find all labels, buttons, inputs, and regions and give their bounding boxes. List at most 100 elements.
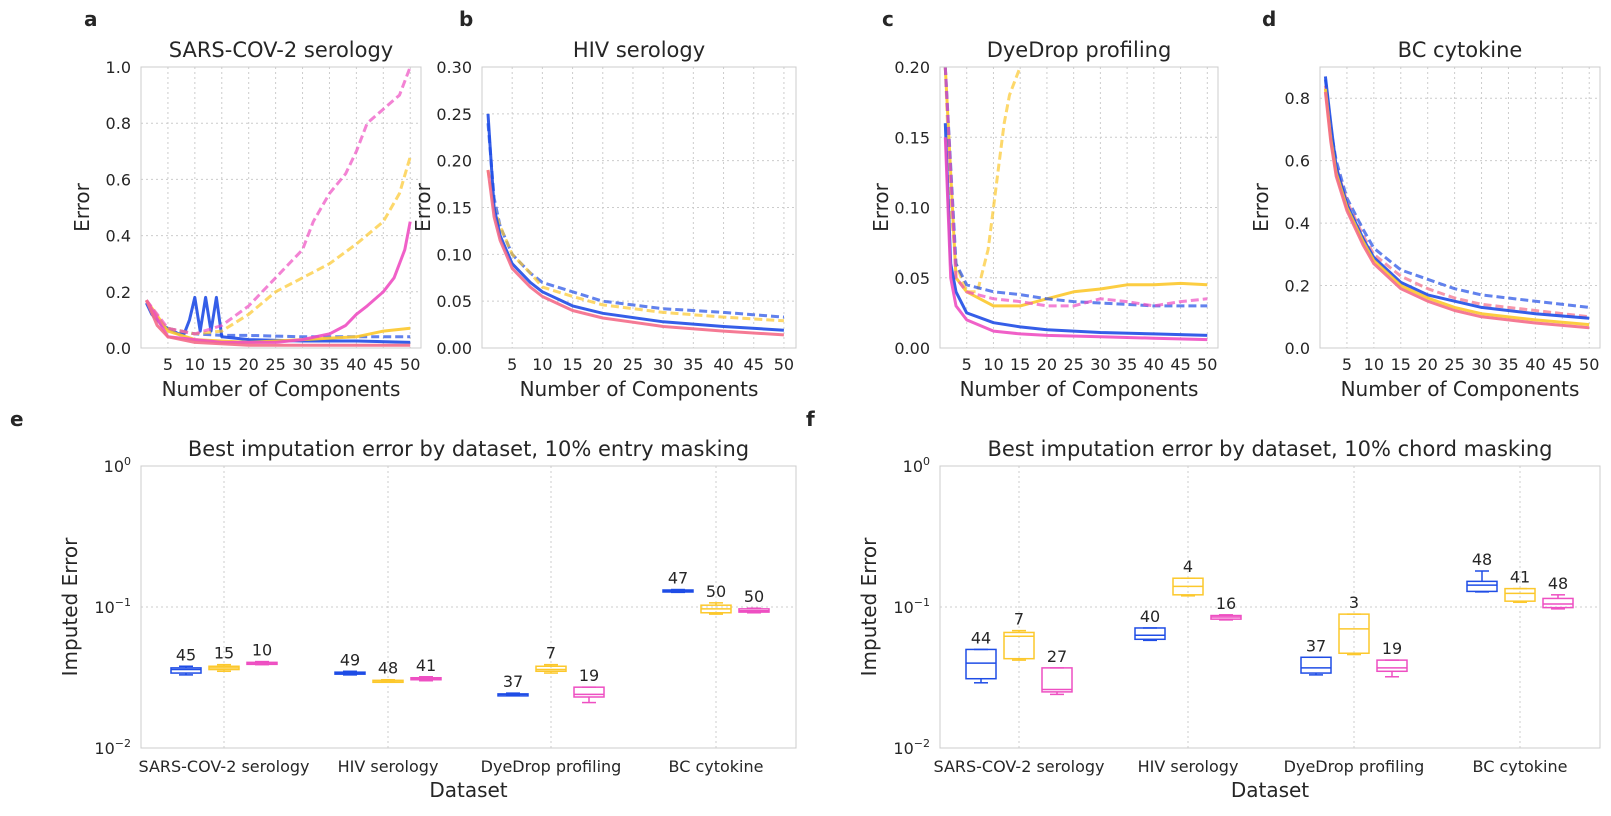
x-tick-label: 15 [212, 355, 232, 374]
panel-c: 5 10 15 20 25 30 35 40 45 50 0.00 0.05 0.10 0.15 0.20 D… [869, 38, 1219, 401]
series-line-yellow-dashed [145, 156, 412, 336]
box-pink [1041, 667, 1073, 696]
x-tick-label: 45 [1552, 355, 1572, 374]
box-count-label: 15 [214, 644, 234, 663]
box-count-label: 48 [1548, 574, 1568, 593]
y-tick-label: 0.05 [894, 269, 930, 288]
grid [1320, 67, 1600, 349]
series-line-blue-solid [1323, 76, 1590, 320]
box-count-label: 27 [1047, 647, 1067, 666]
panel-letter-f: f [806, 407, 815, 431]
x-tick-label: 30 [1090, 355, 1110, 374]
box-count-label: 4 [1183, 557, 1193, 576]
grid [940, 66, 1218, 349]
panel-e: 45 15 10 49 48 41 37 7 19 47 50 50 100 10−1 10−2 SARS-C… [58, 437, 797, 802]
box-yellow [1003, 629, 1035, 661]
series-group [943, 67, 1208, 342]
category-label: DyeDrop profiling [1284, 757, 1425, 776]
box-count-label: 41 [1510, 568, 1530, 587]
y-tick-label: 0.05 [436, 292, 472, 311]
box-count-label: 7 [546, 644, 556, 663]
y-tick-label: 0.8 [1285, 89, 1310, 108]
x-tick-label: 40 [713, 355, 733, 374]
y-tick-label: 0.2 [106, 283, 131, 302]
y-axis-label: Error [1249, 182, 1273, 232]
series-group [1323, 76, 1590, 330]
x-tick-label: 40 [346, 355, 366, 374]
box-blue [334, 670, 366, 676]
series-line-pink-solid [943, 137, 1208, 342]
x-axis-label: Number of Components [1341, 377, 1580, 401]
y-tick-label: 0.30 [436, 58, 472, 77]
y-tick-label: 0.00 [436, 339, 472, 358]
grid [141, 66, 421, 349]
box-blue [1300, 656, 1332, 676]
panel-letter-b: b [459, 7, 473, 31]
series-line-pink-solid [145, 221, 412, 344]
chart-title: Best imputation error by dataset, 10% en… [188, 437, 749, 461]
x-axis-label: Number of Components [960, 377, 1199, 401]
box-blue [497, 692, 529, 697]
x-tick-label: 5 [962, 355, 972, 374]
series-line-blue-solid [943, 123, 1208, 337]
category-label: SARS-COV-2 serology [138, 757, 309, 776]
y-tick-label: 0.0 [106, 339, 131, 358]
x-tick-label: 50 [1197, 355, 1217, 374]
x-tick-label: 30 [1471, 355, 1491, 374]
y-axis-label: Error [70, 182, 94, 232]
y-tick-label: 0.0 [1285, 339, 1310, 358]
y-tick-label: 0.20 [436, 152, 472, 171]
series-group [486, 113, 785, 337]
series-line-pink-dashed [145, 67, 412, 336]
y-tick-label: 0.10 [894, 199, 930, 218]
y-tick-label: 0.00 [894, 339, 930, 358]
grid [940, 465, 1600, 748]
box-count-label: 48 [1472, 550, 1492, 569]
box-count-label: 41 [416, 656, 436, 675]
x-tick-label: 20 [239, 355, 259, 374]
x-tick-label: 10 [983, 355, 1003, 374]
series-line-blue-solid [486, 113, 784, 332]
y-tick-label: 0.15 [894, 128, 930, 147]
y-tick-label: 0.6 [1285, 152, 1310, 171]
box-pink [1210, 614, 1242, 621]
box-count-label: 10 [252, 641, 272, 660]
chart-title: BC cytokine [1398, 38, 1523, 62]
series-line-blue-dashed [943, 67, 1208, 308]
x-tick-label: 35 [683, 355, 703, 374]
x-tick-label: 20 [1418, 355, 1438, 374]
category-label: BC cytokine [669, 757, 764, 776]
series-line-blue-dashed [486, 123, 785, 319]
panel-letter-d: d [1262, 7, 1276, 31]
panel-letter-a: a [84, 7, 98, 31]
series-line-salmon-solid [1323, 91, 1590, 330]
box-blue [1134, 627, 1166, 642]
y-axis-label: Imputed Error [58, 537, 82, 676]
chart-title: Best imputation error by dataset, 10% ch… [987, 437, 1552, 461]
box-pink [573, 686, 605, 704]
panel-letter-c: c [882, 7, 894, 31]
x-tick-label: 30 [292, 355, 312, 374]
panel-b: 5 10 15 20 25 30 35 40 45 50 0.00 0.05 0.10 0.15 0.20 0… [411, 38, 797, 401]
x-tick-label: 5 [163, 355, 173, 374]
y-tick-label: 10−1 [94, 596, 131, 617]
x-tick-label: 30 [653, 355, 673, 374]
y-tick-label: 0.8 [106, 114, 131, 133]
series-line-salmon-dashed [1323, 85, 1590, 319]
plot-frame [1319, 66, 1601, 349]
y-tick-label: 0.4 [106, 227, 131, 246]
box-count-label: 3 [1349, 593, 1359, 612]
x-tick-label: 40 [1144, 355, 1164, 374]
x-tick-label: 45 [744, 355, 764, 374]
box-count-label: 44 [971, 628, 991, 647]
y-tick-label: 0.15 [436, 199, 472, 218]
series-line-yellow-solid [1323, 88, 1590, 327]
x-tick-label: 50 [1579, 355, 1599, 374]
box-count-label: 19 [1382, 639, 1402, 658]
y-tick-label: 10−1 [893, 596, 930, 617]
category-label: HIV serology [338, 757, 439, 776]
x-tick-label: 5 [1342, 355, 1352, 374]
chart-title: SARS-COV-2 serology [169, 38, 393, 62]
series-line-pink-dashed [943, 67, 1208, 308]
